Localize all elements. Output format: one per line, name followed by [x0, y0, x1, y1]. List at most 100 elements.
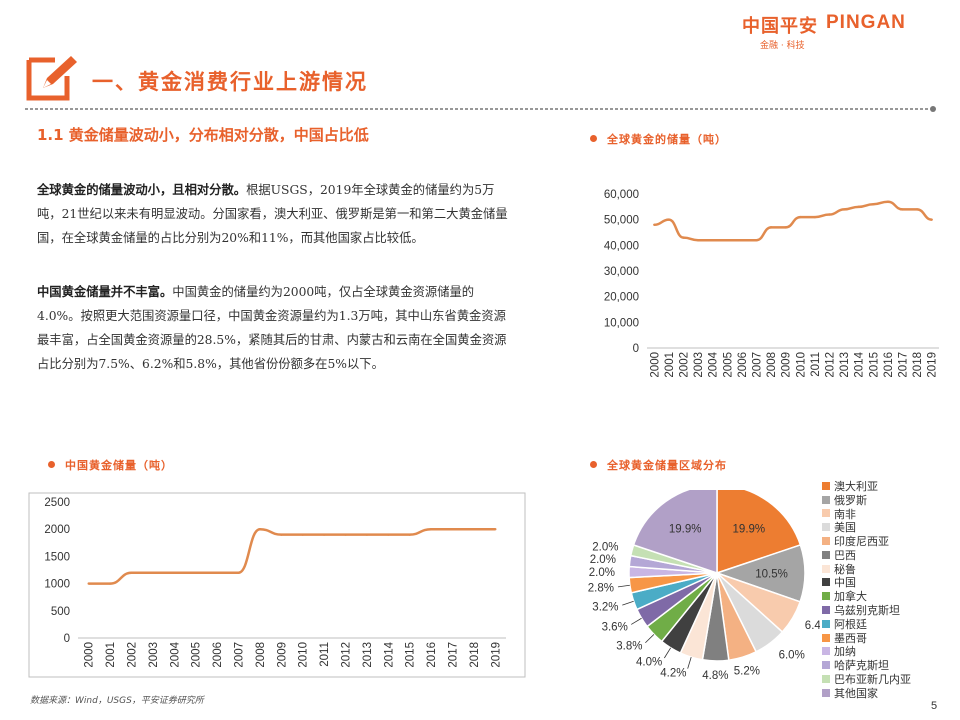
pie-value-label: 3.8% — [616, 641, 642, 653]
y-tick-label: 50,000 — [604, 215, 639, 227]
leader-line — [622, 600, 634, 606]
pie-value-label: 6.0% — [779, 649, 805, 661]
x-tick-label: 2017 — [448, 642, 460, 668]
x-tick-label: 2011 — [810, 352, 822, 377]
pie-value-label: 3.2% — [592, 601, 618, 613]
bullet-dot-icon — [48, 461, 55, 468]
legend-label: 乌兹别克斯坦 — [834, 604, 900, 618]
data-point — [108, 582, 112, 585]
data-point — [653, 223, 656, 226]
data-point — [857, 205, 860, 209]
paragraph-china-body: 中国黄金的储量约为2000吨，仅占全球黄金资源储量的4.0%。按照更大范围资源量… — [37, 285, 507, 371]
data-point — [408, 533, 411, 536]
data-point — [237, 571, 240, 574]
data-point — [828, 213, 831, 216]
data-point — [755, 239, 758, 242]
data-point — [451, 528, 454, 531]
legend-label: 哈萨克斯坦 — [834, 659, 889, 673]
legend-label: 阿根廷 — [834, 617, 867, 631]
bullet-dot-icon — [590, 461, 597, 468]
data-point — [494, 528, 497, 531]
pie-value-label: 3.6% — [602, 621, 628, 633]
legend-swatch — [822, 550, 830, 559]
x-tick-label: 2009 — [781, 352, 793, 378]
section-heading: 1.1 黄金储量波动小，分布相对分散，中国占比低 — [37, 126, 369, 144]
x-tick-label: 2012 — [825, 352, 837, 378]
share-title-text: 全球黄金储量区域分布 — [607, 459, 727, 472]
leader-line — [645, 634, 655, 644]
pie-value-label: 6.4% — [805, 620, 820, 632]
data-point — [429, 528, 433, 531]
x-tick-label: 2001 — [105, 642, 117, 668]
leader-line — [631, 617, 642, 625]
legend-swatch — [822, 619, 830, 628]
legend-label: 巴西 — [834, 548, 856, 562]
data-point — [930, 218, 933, 221]
x-tick-label: 2015 — [405, 642, 417, 668]
page-title: 一、黄金消费行业上游情况 — [92, 69, 368, 94]
legend-item: 美国 — [822, 520, 952, 534]
logo-subtitle: 金融 · 科技 — [760, 41, 805, 51]
paragraph-global-lead: 全球黄金的储量波动小，且相对分散。 — [37, 182, 247, 197]
x-tick-label: 2010 — [298, 642, 310, 668]
x-tick-label: 2013 — [362, 642, 374, 668]
y-tick-label: 20,000 — [604, 292, 639, 304]
data-point — [915, 208, 919, 211]
data-point — [726, 239, 729, 242]
china-reserves-title-text: 中国黄金储量（吨） — [65, 459, 173, 472]
x-tick-label: 2000 — [84, 642, 96, 668]
y-tick-label: 2500 — [44, 497, 70, 509]
y-tick-label: 1500 — [44, 551, 70, 563]
legend-item: 巴西 — [822, 548, 952, 562]
x-tick-label: 2016 — [426, 642, 438, 668]
legend-label: 南非 — [834, 507, 856, 521]
x-tick-label: 2006 — [212, 642, 224, 668]
legend-label: 印度尼西亚 — [834, 535, 889, 549]
x-tick-label: 2011 — [319, 642, 331, 667]
pie-value-label: 2.0% — [589, 567, 615, 579]
x-tick-label: 2015 — [868, 352, 880, 378]
x-tick-label: 2002 — [679, 352, 691, 378]
pie-value-label: 4.2% — [660, 667, 686, 679]
legend-swatch — [822, 509, 830, 518]
x-tick-label: 2018 — [469, 642, 481, 668]
legend-item: 澳大利亚 — [822, 479, 952, 493]
paragraph-global-body: 根据USGS，2019年全球黄金的储量约为5万吨，21世纪以来未有明显波动。分国… — [37, 183, 508, 245]
data-point — [387, 533, 390, 536]
x-tick-label: 2006 — [737, 352, 749, 378]
pie-legend: 澳大利亚 俄罗斯 南非 美国 印度尼西亚 巴西 秘鲁 中国 加拿大 乌兹别克斯坦 阿根廷 墨西哥 加纳哈… — [822, 479, 952, 700]
legend-label: 澳大利亚 — [834, 479, 878, 493]
china-reserves-chart: 0 500 1000 1500 2000 2500 2000 2001 2002 2003 2004… — [28, 492, 526, 678]
data-point — [151, 571, 155, 574]
x-tick-label: 2005 — [191, 642, 203, 668]
legend-item: 墨西哥 — [822, 631, 952, 645]
y-tick-label: 40,000 — [604, 240, 639, 252]
data-point — [842, 208, 846, 211]
legend-swatch — [822, 523, 830, 532]
title-divider — [25, 106, 936, 112]
x-tick-label: 2012 — [341, 642, 353, 668]
pie-slice — [632, 490, 718, 575]
x-tick-label: 2002 — [127, 642, 139, 668]
legend-swatch — [822, 647, 830, 656]
data-point — [667, 218, 671, 221]
x-tick-label: 2005 — [722, 352, 734, 378]
data-point — [87, 582, 90, 585]
china-reserves-chart-title: 中国黄金储量（吨） — [48, 457, 173, 473]
x-tick-label: 2013 — [839, 352, 851, 378]
chart-frame — [28, 492, 526, 678]
legend-swatch — [822, 481, 830, 490]
legend-item: 秘鲁 — [822, 562, 952, 576]
legend-item: 巴布亚新几内亚 — [822, 672, 952, 686]
y-tick-label: 10,000 — [604, 317, 639, 329]
data-point — [799, 215, 802, 219]
share-pie-chart: 19.9% 10.5% 6.4% 6.0% 5.2% 4.8% 4.2%4.0% 3.8% 3.… — [588, 490, 820, 682]
legend-item: 阿根廷 — [822, 617, 952, 631]
x-tick-label: 2003 — [148, 642, 160, 668]
legend-swatch — [822, 688, 830, 697]
legend-item: 哈萨克斯坦 — [822, 658, 952, 672]
data-point — [194, 571, 197, 574]
legend-label: 加拿大 — [834, 590, 867, 604]
data-point — [173, 571, 176, 574]
data-point — [365, 533, 369, 536]
